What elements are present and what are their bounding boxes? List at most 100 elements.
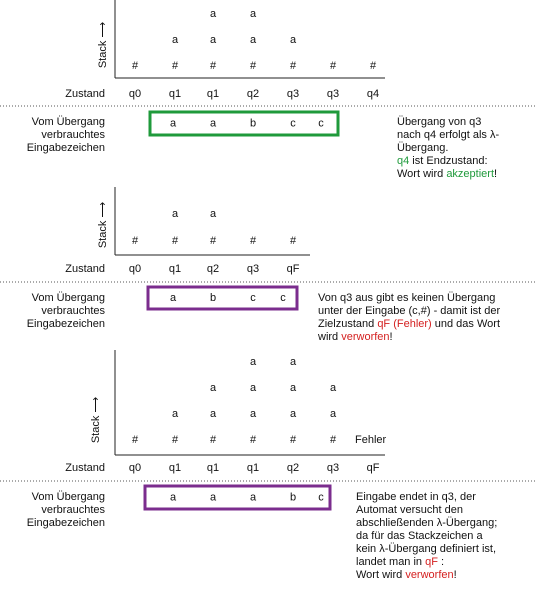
state: q1	[247, 462, 259, 474]
state: q1	[207, 462, 219, 474]
state: q2	[207, 263, 219, 275]
stack-symbol: a	[250, 34, 257, 46]
state: q0	[129, 462, 141, 474]
note-line: Wort wird verworfen!	[356, 569, 457, 581]
input-symbol: b	[290, 491, 296, 503]
input-symbol: b	[250, 117, 256, 129]
stack-symbol: a	[172, 408, 179, 420]
note-text: Übergang.	[397, 142, 448, 154]
input-label: Vom Übergang	[32, 491, 105, 503]
stack-symbol: #	[210, 60, 217, 72]
input-box	[148, 110, 340, 137]
note-text: landet man in	[356, 556, 425, 568]
note-text: verworfen	[341, 331, 389, 343]
state: q0	[129, 88, 141, 100]
stack-symbol: a	[290, 356, 297, 368]
note-line: kein λ-Übergang definiert ist,	[356, 543, 496, 555]
input-symbol: a	[170, 292, 177, 304]
stack-symbol: #	[370, 60, 377, 72]
note-text: !	[390, 331, 393, 343]
note-line: Von q3 aus gibt es keinen Übergang	[318, 292, 495, 304]
state-label: Zustand	[65, 88, 105, 100]
stack-symbol: a	[250, 356, 257, 368]
input-label: verbrauchtes	[41, 504, 105, 516]
note-text: kein λ-Übergang definiert ist,	[356, 543, 496, 555]
note-text: !	[454, 569, 457, 581]
state: q2	[287, 462, 299, 474]
stack-symbol: #	[132, 434, 139, 446]
note-text: da für das Stackzeichen a	[356, 530, 483, 542]
note-line: abschließenden λ-Übergang;	[356, 517, 497, 529]
note-text: akzeptiert	[446, 168, 494, 180]
stack-symbol: a	[172, 34, 179, 46]
stack-symbol: a	[250, 408, 257, 420]
note-text: und das Wort	[432, 318, 500, 330]
stack-symbol: a	[210, 208, 217, 220]
note-line: Automat versucht den	[356, 504, 463, 516]
note-line: unter der Eingabe (c,#) - damit ist der	[318, 305, 501, 317]
note-text: wird	[317, 331, 341, 343]
state: q3	[287, 88, 299, 100]
input-symbol: c	[280, 292, 286, 304]
note-text: qF (Fehler)	[377, 318, 431, 330]
input-label: Vom Übergang	[32, 292, 105, 304]
input-box	[143, 484, 332, 511]
input-symbol: a	[250, 491, 257, 503]
stack-symbol: #	[250, 434, 257, 446]
stack-symbol: #	[172, 235, 179, 247]
stack-symbol: a	[250, 8, 257, 20]
input-label: Eingabezeichen	[27, 517, 105, 529]
note-text: Automat versucht den	[356, 504, 463, 516]
state: qF	[287, 263, 300, 275]
stack-symbol: #	[250, 60, 257, 72]
note-line: landet man in qF :	[356, 556, 444, 568]
input-symbol: b	[210, 292, 216, 304]
note-line: Übergang.	[397, 142, 448, 154]
input-symbol: c	[250, 292, 256, 304]
state: q4	[367, 88, 379, 100]
state: q1	[207, 88, 219, 100]
stack-symbol: a	[290, 408, 297, 420]
stack-symbol: a	[210, 382, 217, 394]
input-label: Eingabezeichen	[27, 318, 105, 330]
input-symbol: c	[318, 491, 324, 503]
stack-symbol: #	[330, 434, 337, 446]
state: q1	[169, 88, 181, 100]
stack-symbol: a	[290, 382, 297, 394]
stack-symbol: #	[250, 235, 257, 247]
input-label: verbrauchtes	[41, 305, 105, 317]
state: q3	[247, 263, 259, 275]
input-symbol: c	[290, 117, 296, 129]
stack-note: Fehler	[355, 434, 387, 446]
note-line: Zielzustand qF (Fehler) und das Wort	[318, 318, 500, 330]
stack-symbol: #	[290, 235, 297, 247]
input-symbol: a	[210, 491, 217, 503]
stack-label: Stack ⟶	[97, 202, 109, 249]
state: q1	[169, 462, 181, 474]
state: q0	[129, 263, 141, 275]
state: q3	[327, 462, 339, 474]
note-text: qF	[425, 556, 438, 568]
note-text: ist Endzustand:	[409, 155, 487, 167]
note-text: abschließenden λ-Übergang;	[356, 517, 497, 529]
note-text: :	[438, 556, 444, 568]
stack-symbol: #	[330, 60, 337, 72]
state: q3	[327, 88, 339, 100]
input-symbol: c	[318, 117, 324, 129]
stack-symbol: #	[290, 434, 297, 446]
input-symbol: a	[170, 491, 177, 503]
stack-symbol: #	[132, 60, 139, 72]
note-text: !	[494, 168, 497, 180]
state: qF	[367, 462, 380, 474]
stack-symbol: #	[290, 60, 297, 72]
note-text: Eingabe endet in q3, der	[356, 491, 476, 503]
note-text: nach q4 erfolgt als λ-	[397, 129, 499, 141]
note-line: q4 ist Endzustand:	[397, 155, 488, 167]
input-label: Vom Übergang	[32, 116, 105, 128]
stack-symbol: #	[210, 235, 217, 247]
note-line: nach q4 erfolgt als λ-	[397, 129, 499, 141]
state: q1	[169, 263, 181, 275]
note-text: verworfen	[405, 569, 453, 581]
state-label: Zustand	[65, 263, 105, 275]
